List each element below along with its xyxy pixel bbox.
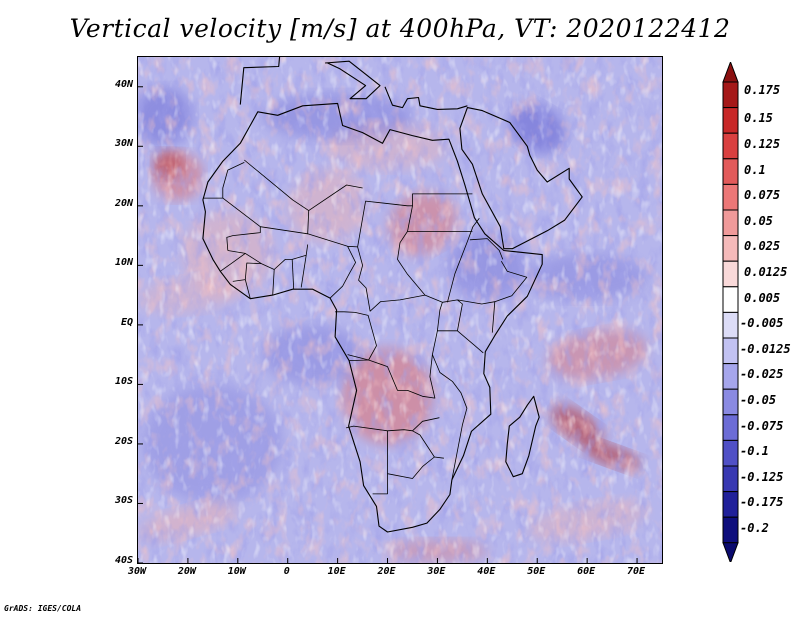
country-border <box>494 260 528 303</box>
lat-label: 10S <box>114 376 133 388</box>
colorbar-label: 0.025 <box>744 239 781 254</box>
colorbar-swatch <box>722 491 739 518</box>
colorbar-swatch <box>722 209 739 237</box>
lat-label: 10N <box>114 257 133 269</box>
colorbar-label: -0.125 <box>740 469 784 484</box>
lon-label: 30E <box>427 566 446 577</box>
colorbar-swatch <box>722 183 739 211</box>
country-borders <box>202 159 528 495</box>
country-border <box>357 246 426 312</box>
country-border <box>457 299 496 333</box>
lat-label: 30N <box>114 138 133 150</box>
lon-label: 50E <box>527 566 546 577</box>
italy-coastline <box>325 60 381 100</box>
europe-coastline <box>239 57 281 105</box>
velocity-map <box>138 57 662 563</box>
country-border <box>244 159 363 211</box>
lon-label: 60E <box>577 566 596 577</box>
colorbar-swatch <box>722 439 739 467</box>
country-border <box>220 253 246 272</box>
country-border <box>300 255 307 288</box>
colorbar-label: 0.175 <box>744 82 781 97</box>
tick-marks <box>138 86 638 563</box>
colorbar-swatch <box>722 158 739 185</box>
country-border <box>346 417 440 432</box>
africa-coastline <box>202 102 543 533</box>
country-border <box>222 197 261 251</box>
country-border <box>202 162 245 199</box>
colorbar-swatch <box>722 388 739 416</box>
colorbar-swatch <box>722 465 739 493</box>
colorbar <box>722 62 739 562</box>
lon-label: 70E <box>627 566 646 577</box>
lon-label: 40E <box>477 566 496 577</box>
country-border <box>244 262 262 299</box>
country-border <box>412 193 473 206</box>
colorbar-label: 0.125 <box>744 137 781 151</box>
colorbar-swatch <box>722 132 739 160</box>
arabia-coastline <box>459 107 583 250</box>
colorbar-swatch <box>722 414 739 441</box>
colorbar-label: -0.2 <box>740 521 769 535</box>
country-border <box>232 279 246 282</box>
country-border <box>227 244 309 270</box>
colorbar-swatch <box>722 363 739 390</box>
colorbar-swatch <box>722 235 739 262</box>
lon-label: 30W <box>127 566 147 577</box>
chart-title: Vertical velocity [m/s] at 400hPa, VT: 2… <box>69 14 731 43</box>
country-border <box>272 269 275 296</box>
lon-label: 10W <box>227 566 246 577</box>
colorbar-label: 0.15 <box>744 111 773 126</box>
colorbar-swatch <box>722 260 739 288</box>
map-panel <box>137 56 663 564</box>
colorbar-max-arrow <box>722 62 739 83</box>
lat-label: 40N <box>114 78 133 90</box>
colorbar-swatch <box>722 81 739 109</box>
country-border <box>347 302 443 399</box>
colorbar-label: 0.075 <box>744 188 781 203</box>
colorbar-label: 0.0125 <box>744 265 788 279</box>
colorbar-label: -0.05 <box>740 393 777 407</box>
lon-label: 10E <box>327 566 346 577</box>
country-border <box>291 259 295 290</box>
lon-label: 20E <box>377 566 396 577</box>
colorbar-label: 0.05 <box>744 213 773 228</box>
field-texture-white <box>138 57 662 563</box>
software-credit: GrADS: IGES/COLA <box>4 604 82 613</box>
lon-label: 20W <box>177 566 196 577</box>
colorbar-swatch <box>722 311 739 339</box>
lat-label: 30S <box>114 495 133 507</box>
colorbar-label: 0.1 <box>744 162 766 177</box>
colorbar-label: -0.075 <box>740 418 784 433</box>
colorbar-swatch <box>722 107 739 134</box>
country-border <box>432 354 468 480</box>
colorbar-label: 0.005 <box>744 290 781 305</box>
country-border <box>412 430 435 458</box>
colorbar-swatch <box>722 516 739 544</box>
country-border <box>387 456 444 479</box>
lat-label: 40S <box>114 555 133 566</box>
lat-label: 20S <box>114 435 133 447</box>
lat-label: EQ <box>120 316 133 328</box>
country-border <box>469 238 504 260</box>
colorbar-label: -0.0125 <box>740 341 791 356</box>
lon-label: 0 <box>283 566 290 577</box>
lat-label: 20N <box>114 197 133 209</box>
country-border <box>329 246 356 299</box>
colorbar-swatch <box>722 286 739 313</box>
colorbar-min-arrow <box>722 542 739 562</box>
colorbar-label: -0.175 <box>740 495 784 510</box>
coastlines <box>202 57 583 533</box>
colorbar-label: -0.025 <box>740 367 784 382</box>
country-border <box>447 218 480 303</box>
country-border <box>437 330 484 354</box>
colorbar-swatch <box>722 337 739 365</box>
colorbar-label: -0.1 <box>740 444 769 459</box>
greece-turkey-coastline <box>384 86 468 110</box>
madagascar-coastline <box>505 395 540 478</box>
colorbar-label: -0.005 <box>740 316 784 331</box>
